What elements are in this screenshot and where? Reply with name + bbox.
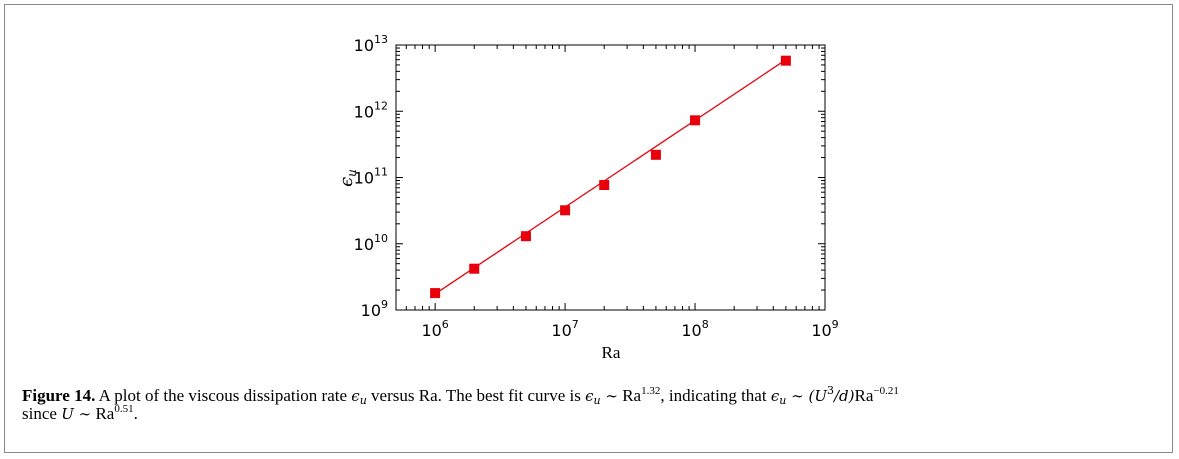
x-tick-label: 106 [421,318,448,340]
figure-frame [4,4,1173,453]
x-tick-label: 108 [681,318,708,340]
data-point [520,231,531,242]
data-point [690,115,701,126]
data-point [650,149,661,160]
best-fit-line [434,59,787,295]
data-point [469,263,480,274]
data-point [780,55,791,66]
x-tick-label: 109 [811,318,838,340]
data-point [599,180,610,191]
x-tick-label: 107 [551,318,578,340]
y-axis-label: ϵu [336,169,359,187]
y-tick-label: 1011 [354,166,388,188]
y-tick-label: 1010 [354,232,388,254]
y-tick-label: 1013 [354,33,388,55]
x-axis-label: Ra [602,343,621,362]
data-point [430,288,441,299]
data-point [560,205,571,216]
caption-label: Figure 14. [22,386,96,405]
y-tick-label: 109 [361,298,388,320]
y-tick-label: 1012 [354,99,388,121]
figure-caption: Figure 14. A plot of the viscous dissipa… [22,384,899,423]
chart: 106 107 108 109 109 1010 1011 1012 1013 Ra ϵu [336,33,839,362]
